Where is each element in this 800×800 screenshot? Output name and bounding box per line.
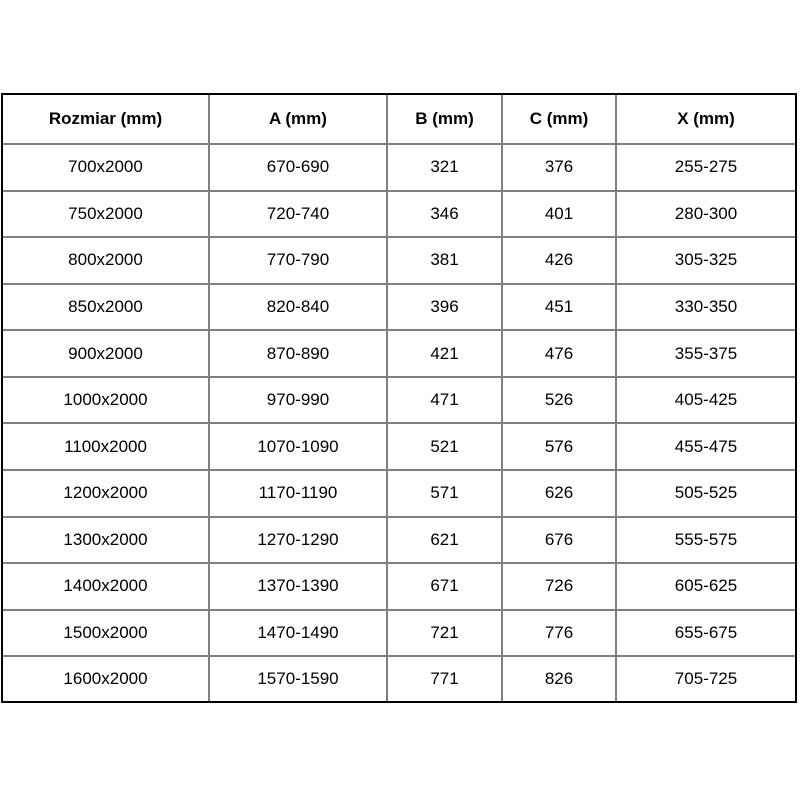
table-row: 750x2000 720-740 346 401 280-300 bbox=[3, 189, 795, 239]
table-cell: 900x2000 bbox=[3, 329, 210, 378]
table-cell: 671 bbox=[386, 562, 503, 611]
table-cell: 605-625 bbox=[615, 562, 795, 611]
table-cell: 720-740 bbox=[208, 189, 388, 239]
table-row: 1400x2000 1370-1390 671 726 605-625 bbox=[3, 562, 795, 611]
table-row: 850x2000 820-840 396 451 330-350 bbox=[3, 282, 795, 332]
table-cell: 401 bbox=[501, 189, 617, 239]
table-cell: 626 bbox=[501, 469, 617, 518]
column-header-b: B (mm) bbox=[386, 95, 503, 145]
table-cell: 1100x2000 bbox=[3, 422, 210, 472]
table-cell: 1300x2000 bbox=[3, 515, 210, 565]
table-cell: 1500x2000 bbox=[3, 608, 210, 658]
table-row: 1100x2000 1070-1090 521 576 455-475 bbox=[3, 422, 795, 472]
table-cell: 850x2000 bbox=[3, 282, 210, 332]
table-cell: 405-425 bbox=[615, 375, 795, 425]
table-cell: 376 bbox=[501, 143, 617, 192]
table-cell: 800x2000 bbox=[3, 236, 210, 285]
table-cell: 280-300 bbox=[615, 189, 795, 239]
table-cell: 255-275 bbox=[615, 143, 795, 192]
table-cell: 700x2000 bbox=[3, 143, 210, 192]
table-cell: 476 bbox=[501, 329, 617, 378]
table-cell: 1470-1490 bbox=[208, 608, 388, 658]
table-cell: 1070-1090 bbox=[208, 422, 388, 472]
table-cell: 1570-1590 bbox=[208, 655, 388, 701]
table-cell: 576 bbox=[501, 422, 617, 472]
table-row: 1300x2000 1270-1290 621 676 555-575 bbox=[3, 515, 795, 565]
table-cell: 750x2000 bbox=[3, 189, 210, 239]
column-header-a: A (mm) bbox=[208, 95, 388, 145]
table-row: 1200x2000 1170-1190 571 626 505-525 bbox=[3, 469, 795, 518]
table-cell: 770-790 bbox=[208, 236, 388, 285]
table-cell: 721 bbox=[386, 608, 503, 658]
header-row: Rozmiar (mm) A (mm) B (mm) C (mm) X (mm) bbox=[3, 95, 795, 145]
table-cell: 1400x2000 bbox=[3, 562, 210, 611]
table-cell: 426 bbox=[501, 236, 617, 285]
table-cell: 321 bbox=[386, 143, 503, 192]
table-cell: 870-890 bbox=[208, 329, 388, 378]
table-row: 900x2000 870-890 421 476 355-375 bbox=[3, 329, 795, 378]
table-cell: 1370-1390 bbox=[208, 562, 388, 611]
table-cell: 776 bbox=[501, 608, 617, 658]
table-cell: 381 bbox=[386, 236, 503, 285]
table-cell: 1200x2000 bbox=[3, 469, 210, 518]
table-cell: 526 bbox=[501, 375, 617, 425]
table-cell: 471 bbox=[386, 375, 503, 425]
dimensions-table-container: Rozmiar (mm) A (mm) B (mm) C (mm) X (mm)… bbox=[1, 93, 797, 703]
table-cell: 771 bbox=[386, 655, 503, 701]
table-cell: 655-675 bbox=[615, 608, 795, 658]
table-cell: 455-475 bbox=[615, 422, 795, 472]
table-row: 700x2000 670-690 321 376 255-275 bbox=[3, 143, 795, 192]
table-cell: 555-575 bbox=[615, 515, 795, 565]
column-header-rozmiar: Rozmiar (mm) bbox=[3, 95, 210, 145]
table-cell: 1600x2000 bbox=[3, 655, 210, 701]
table-cell: 305-325 bbox=[615, 236, 795, 285]
table-cell: 970-990 bbox=[208, 375, 388, 425]
table-cell: 396 bbox=[386, 282, 503, 332]
table-cell: 1270-1290 bbox=[208, 515, 388, 565]
table-cell: 670-690 bbox=[208, 143, 388, 192]
table-cell: 1000x2000 bbox=[3, 375, 210, 425]
table-cell: 705-725 bbox=[615, 655, 795, 701]
dimensions-table: Rozmiar (mm) A (mm) B (mm) C (mm) X (mm)… bbox=[3, 95, 795, 701]
column-header-c: C (mm) bbox=[501, 95, 617, 145]
table-row: 1500x2000 1470-1490 721 776 655-675 bbox=[3, 608, 795, 658]
table-cell: 521 bbox=[386, 422, 503, 472]
table-cell: 421 bbox=[386, 329, 503, 378]
table-cell: 571 bbox=[386, 469, 503, 518]
table-cell: 451 bbox=[501, 282, 617, 332]
table-row: 1000x2000 970-990 471 526 405-425 bbox=[3, 375, 795, 425]
table-cell: 621 bbox=[386, 515, 503, 565]
table-cell: 346 bbox=[386, 189, 503, 239]
table-cell: 676 bbox=[501, 515, 617, 565]
table-cell: 355-375 bbox=[615, 329, 795, 378]
table-row: 1600x2000 1570-1590 771 826 705-725 bbox=[3, 655, 795, 701]
table-cell: 826 bbox=[501, 655, 617, 701]
table-cell: 330-350 bbox=[615, 282, 795, 332]
table-cell: 820-840 bbox=[208, 282, 388, 332]
table-row: 800x2000 770-790 381 426 305-325 bbox=[3, 236, 795, 285]
table-cell: 1170-1190 bbox=[208, 469, 388, 518]
table-cell: 726 bbox=[501, 562, 617, 611]
column-header-x: X (mm) bbox=[615, 95, 795, 145]
table-cell: 505-525 bbox=[615, 469, 795, 518]
